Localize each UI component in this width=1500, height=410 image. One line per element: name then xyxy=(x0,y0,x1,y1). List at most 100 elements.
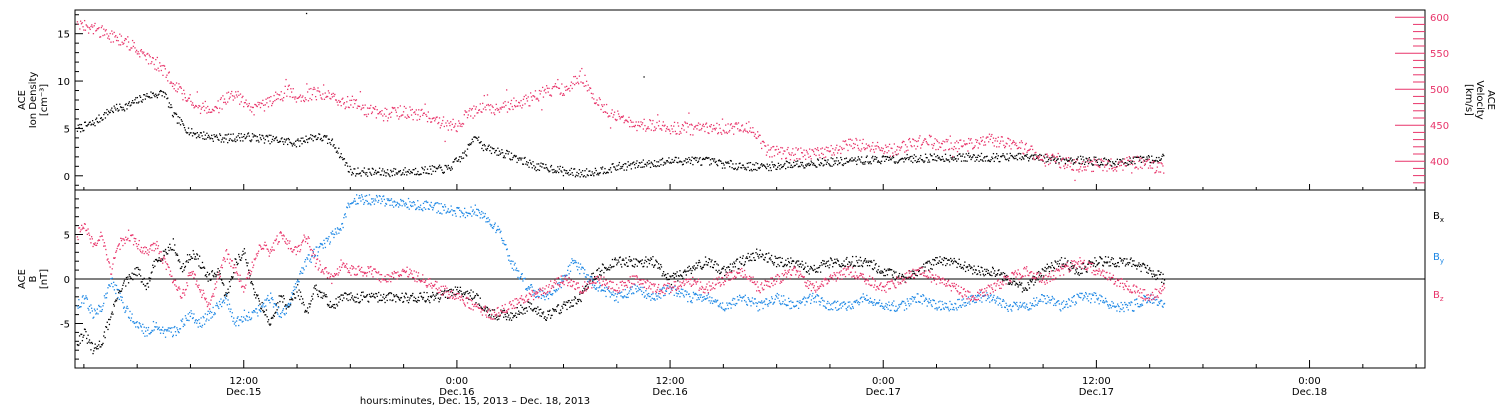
field-point-bx xyxy=(581,292,583,294)
density-point xyxy=(119,106,122,108)
field-point-by xyxy=(201,326,203,328)
velocity-point xyxy=(808,156,810,158)
velocity-point xyxy=(400,115,402,117)
field-point-bx xyxy=(507,316,509,318)
field-point-bx xyxy=(545,319,548,322)
field-point-bx xyxy=(1072,265,1074,267)
density-point xyxy=(386,172,388,174)
field-point-bx xyxy=(981,270,984,272)
velocity-point xyxy=(248,102,250,105)
velocity-point xyxy=(601,105,604,108)
field-point-bx xyxy=(599,270,602,273)
density-point xyxy=(498,150,501,152)
field-point-by xyxy=(262,304,264,306)
velocity-point xyxy=(82,26,84,28)
density-point xyxy=(233,140,235,142)
density-point xyxy=(558,168,561,170)
velocity-point xyxy=(547,91,549,93)
field-point-bx xyxy=(256,295,258,297)
density-point xyxy=(904,158,907,161)
field-point-bx xyxy=(154,258,157,261)
density-point xyxy=(1026,153,1028,156)
density-point xyxy=(98,114,100,116)
density-point xyxy=(735,163,737,165)
density-point xyxy=(503,155,505,157)
field-point-bx xyxy=(287,306,289,308)
density-point xyxy=(781,166,784,168)
field-point-by xyxy=(460,210,462,212)
density-point xyxy=(120,106,123,109)
velocity-point xyxy=(737,122,740,124)
velocity-point xyxy=(255,104,257,106)
velocity-point xyxy=(1108,168,1111,170)
field-point-bx xyxy=(171,248,174,251)
field-point-bx xyxy=(238,253,240,256)
velocity-point xyxy=(703,125,705,128)
field-point-by xyxy=(475,214,477,216)
field-point-bx xyxy=(306,307,309,309)
density-point xyxy=(912,161,914,164)
density-point xyxy=(701,164,703,166)
density-point xyxy=(401,173,403,176)
field-point-bx xyxy=(397,296,400,299)
field-point-bx xyxy=(976,273,978,276)
field-point-by xyxy=(84,297,86,299)
field-point-by xyxy=(468,212,470,215)
velocity-point xyxy=(444,140,446,143)
field-point-bx xyxy=(1071,267,1073,270)
velocity-point xyxy=(581,67,583,70)
field-point-bx xyxy=(198,265,200,267)
field-point-bx xyxy=(940,261,942,264)
field-point-by xyxy=(432,207,435,209)
velocity-point xyxy=(1135,166,1137,168)
velocity-point xyxy=(1098,165,1100,168)
velocity-point xyxy=(1008,138,1010,140)
density-point xyxy=(1050,159,1052,162)
density-point xyxy=(660,163,662,166)
velocity-point xyxy=(678,133,680,135)
velocity-point xyxy=(1105,164,1107,167)
field-point-by xyxy=(196,320,199,322)
velocity-point xyxy=(144,55,147,57)
field-point-by xyxy=(395,205,397,207)
field-point-bx xyxy=(1142,262,1144,265)
field-point-bx xyxy=(623,259,625,261)
velocity-point xyxy=(752,127,754,129)
velocity-point xyxy=(988,133,991,135)
velocity-point xyxy=(721,118,724,120)
field-point-bx xyxy=(939,256,941,258)
field-point-bx xyxy=(342,294,344,296)
density-point xyxy=(958,153,960,155)
velocity-point xyxy=(1145,160,1147,163)
density-point xyxy=(300,137,302,139)
density-point xyxy=(406,170,409,173)
density-point xyxy=(524,156,526,159)
field-point-by xyxy=(223,302,226,304)
field-point-by xyxy=(146,335,148,337)
density-point xyxy=(1053,158,1055,161)
field-point-by xyxy=(105,297,108,299)
field-point-bx xyxy=(884,274,886,277)
field-point-by xyxy=(398,203,400,205)
field-point-by xyxy=(370,198,373,200)
field-point-by xyxy=(187,313,189,315)
density-point xyxy=(375,173,378,175)
velocity-point xyxy=(297,97,299,99)
velocity-point xyxy=(868,144,870,146)
density-point xyxy=(961,155,963,157)
field-point-bx xyxy=(430,296,432,299)
field-point-bx xyxy=(839,265,842,267)
field-point-by xyxy=(441,213,443,215)
velocity-point xyxy=(319,94,322,96)
velocity-point xyxy=(689,124,691,126)
velocity-point xyxy=(394,109,397,111)
density-point xyxy=(113,105,115,107)
velocity-point xyxy=(334,93,336,96)
field-point-by xyxy=(390,198,393,200)
density-point xyxy=(169,106,171,109)
field-point-bx xyxy=(725,271,727,273)
density-point xyxy=(727,161,729,163)
velocity-point xyxy=(793,159,796,161)
velocity-point xyxy=(1140,157,1143,160)
